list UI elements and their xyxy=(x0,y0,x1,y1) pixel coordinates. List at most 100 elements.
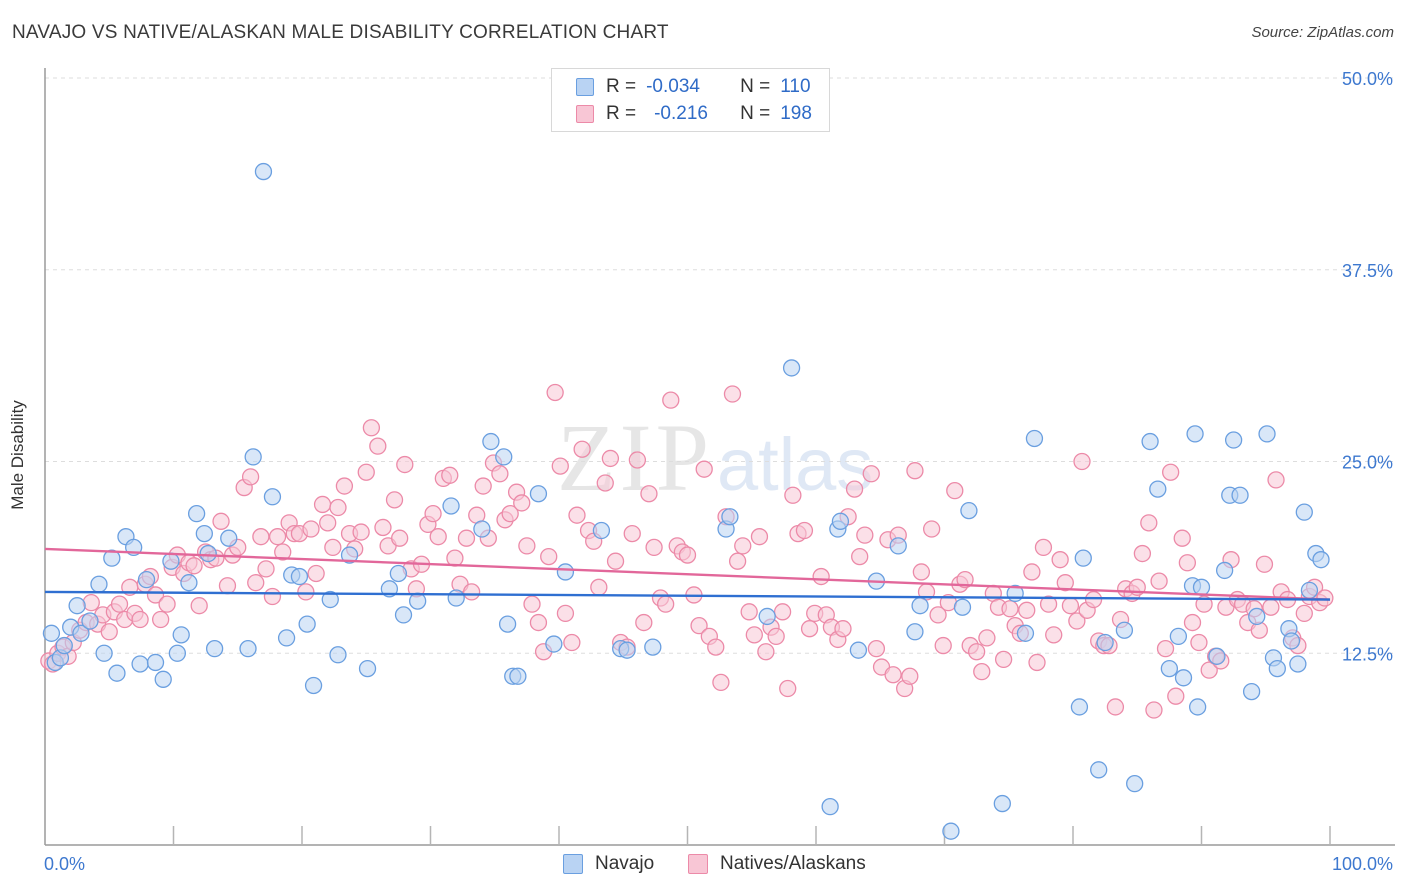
navajo-point xyxy=(304,676,323,695)
natives-point xyxy=(946,481,964,500)
natives-point xyxy=(1084,590,1103,609)
navajo-point xyxy=(321,590,339,609)
navajo-point xyxy=(831,512,850,530)
natives-point xyxy=(352,523,370,541)
navajo-point xyxy=(1115,621,1134,639)
natives-point xyxy=(1023,563,1041,581)
natives-point xyxy=(767,627,785,646)
natives-point xyxy=(551,457,569,475)
navajo-point xyxy=(389,564,408,583)
trend-lines xyxy=(44,547,1331,601)
natives-point xyxy=(513,494,531,512)
natives-point xyxy=(257,560,275,578)
natives-point xyxy=(82,593,100,612)
navajo-point xyxy=(1242,682,1261,701)
navajo-point xyxy=(889,537,907,555)
natives-point xyxy=(590,578,608,596)
navajo-point xyxy=(482,432,500,451)
navajo-point xyxy=(1231,486,1249,504)
x-ticks xyxy=(172,826,1331,845)
navajo-point xyxy=(340,546,359,564)
natives-point xyxy=(573,440,591,458)
natives-point xyxy=(628,451,647,469)
natives-point xyxy=(385,491,404,509)
navajo-point xyxy=(1169,627,1188,646)
navajo-point xyxy=(1149,480,1167,498)
navajo-point xyxy=(529,485,548,503)
navajo-point xyxy=(90,575,108,593)
navajo-point xyxy=(1070,698,1089,716)
navajo-point xyxy=(1025,429,1044,448)
natives-point xyxy=(190,597,208,615)
natives-point xyxy=(546,383,564,402)
natives-point xyxy=(146,586,165,604)
natives-point xyxy=(773,603,792,621)
navajo-point xyxy=(953,598,972,616)
navajo-point xyxy=(1090,761,1108,779)
navajo-point xyxy=(1268,659,1286,678)
natives-point xyxy=(1200,661,1218,679)
navajo-point xyxy=(168,644,187,662)
natives-point xyxy=(745,626,763,644)
navajo-point xyxy=(1282,632,1301,650)
natives-point xyxy=(274,543,292,561)
navajo-point xyxy=(1215,561,1234,580)
navajo-point xyxy=(55,636,73,655)
natives-point xyxy=(795,521,814,540)
navajo-point xyxy=(162,552,180,570)
natives-point xyxy=(1018,601,1036,619)
x-tick-label-max: 100.0% xyxy=(1332,854,1393,874)
natives-point xyxy=(635,613,653,632)
natives-point xyxy=(657,595,675,613)
natives-point xyxy=(601,449,620,468)
navajo-point xyxy=(1186,425,1204,443)
navajo-point xyxy=(239,639,257,658)
natives-point xyxy=(1267,471,1285,489)
navajo-point xyxy=(172,626,190,644)
legend-item-navajo[interactable]: Navajo xyxy=(563,851,654,877)
navajo-point xyxy=(821,798,839,816)
natives-point xyxy=(523,595,541,613)
natives-point xyxy=(335,477,354,495)
natives-point xyxy=(845,480,864,498)
natives-point xyxy=(912,563,931,581)
natives-point xyxy=(374,518,392,537)
source-credit: Source: ZipAtlas.com xyxy=(1251,24,1394,41)
navajo-point xyxy=(1174,669,1193,687)
chart-title: NAVAJO VS NATIVE/ALASKAN MALE DISABILITY… xyxy=(12,22,669,43)
navajo-point xyxy=(1074,549,1092,567)
natives-point xyxy=(1178,554,1197,572)
natives-point xyxy=(1167,687,1185,705)
natives-point xyxy=(429,528,447,546)
axes xyxy=(44,68,1395,846)
natives-point xyxy=(967,643,986,661)
natives-point xyxy=(750,528,769,546)
navajo-point xyxy=(1248,607,1266,626)
natives-point xyxy=(1140,514,1158,532)
natives-trend-line xyxy=(44,547,1331,601)
navajo-point xyxy=(298,615,316,633)
natives-point xyxy=(1001,600,1019,618)
natives-legend-swatch xyxy=(688,854,708,874)
navajo-point xyxy=(131,655,149,673)
navajo-point xyxy=(758,607,776,626)
natives-point xyxy=(110,595,129,613)
natives-point xyxy=(1195,595,1213,613)
navajo-point xyxy=(146,653,165,672)
natives-point xyxy=(1045,626,1063,644)
natives-point xyxy=(241,468,260,486)
natives-point xyxy=(491,465,509,483)
natives-point xyxy=(695,460,713,478)
natives-point xyxy=(362,419,381,437)
natives-point xyxy=(934,636,952,655)
navajo-r-value: -0.034 xyxy=(646,76,700,97)
natives-point xyxy=(396,455,414,474)
natives-point xyxy=(856,526,874,544)
navajo-point xyxy=(329,646,347,664)
natives-point xyxy=(851,547,869,566)
navajo-point xyxy=(244,448,262,466)
navajo-trend-line xyxy=(44,590,1331,601)
natives-point xyxy=(268,528,287,546)
legend-item-natives[interactable]: Natives/Alaskans xyxy=(688,851,866,877)
